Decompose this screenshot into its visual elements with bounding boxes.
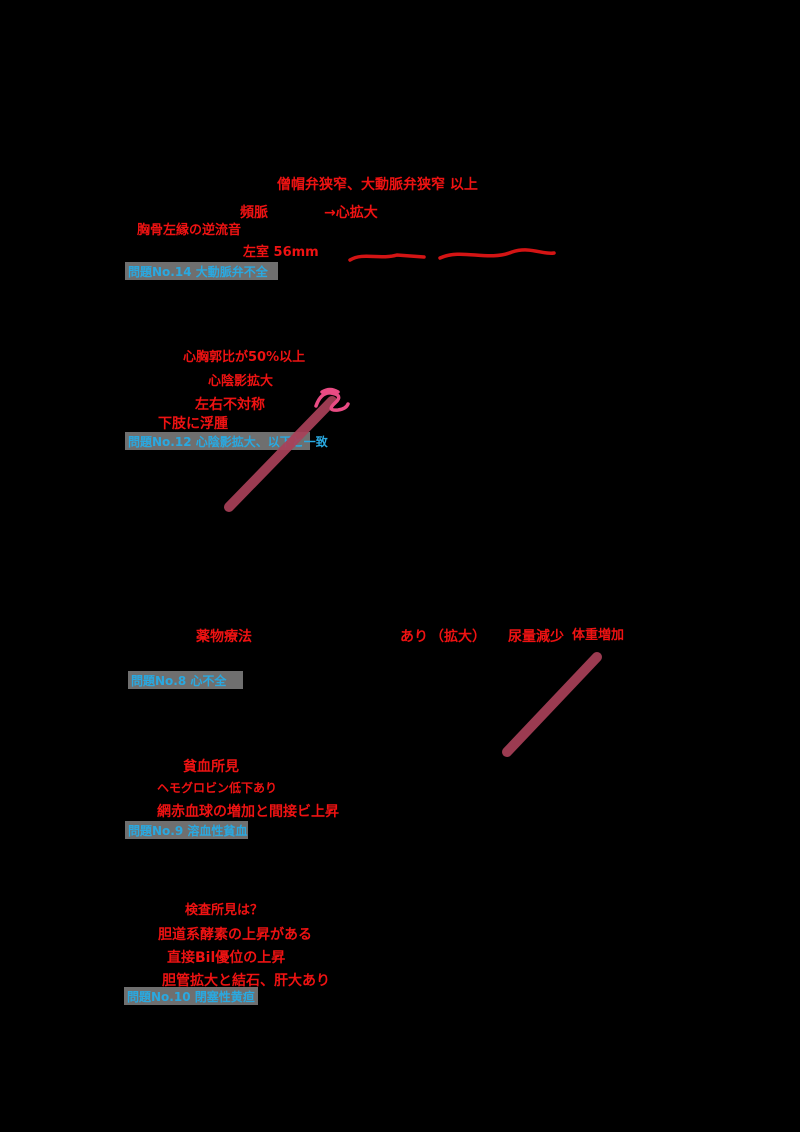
pen-stroke-1 bbox=[224, 396, 337, 512]
answer-highlight-s1: 問題No.14 大動脈弁不全 bbox=[125, 262, 278, 280]
clue-line-s3-r2: （拡大） bbox=[430, 629, 486, 645]
answer-highlight-s3: 問題No.8 心不全 bbox=[128, 671, 243, 689]
clue-line-s5-3: 直接Bil優位の上昇 bbox=[167, 950, 286, 966]
clue-line-s4-1: 貧血所見 bbox=[183, 759, 239, 775]
clue-line-s4-3: 網赤血球の増加と間接ビ上昇 bbox=[157, 804, 339, 820]
clue-line-s2-1: 心胸郭比が50%以上 bbox=[183, 350, 306, 365]
clue-line-s5-4: 胆管拡大と結石、肝大あり bbox=[162, 973, 330, 989]
clue-line-s5-2: 胆道系酵素の上昇がある bbox=[158, 927, 312, 943]
clue-line-s1-1: 僧帽弁狭窄、大動脈弁狭窄 以上 bbox=[277, 177, 478, 193]
answer-line-s2: 問題No.12 心陰影拡大、以下と一致 bbox=[128, 434, 328, 449]
clue-line-s2-2: 心陰影拡大 bbox=[208, 374, 274, 389]
answer-line-s4: 問題No.9 溶血性貧血 bbox=[128, 823, 248, 838]
clue-line-s3-r1: あり bbox=[400, 629, 428, 645]
pen-stroke-2 bbox=[502, 652, 602, 757]
clue-line-s2-3: 左右不対称 bbox=[195, 397, 265, 413]
clue-line-s3-r3: 尿量減少 bbox=[508, 629, 564, 645]
clue-line-s5-1: 検査所見は？ bbox=[185, 903, 264, 918]
red-squiggle-mark-1 bbox=[348, 253, 426, 262]
pen-scribble bbox=[314, 387, 350, 412]
answer-line-s1: 問題No.14 大動脈弁不全 bbox=[128, 264, 268, 279]
clue-line-s1-2b: →心拡大 bbox=[324, 205, 378, 221]
clue-line-s1-2a: 頻脈 bbox=[240, 205, 268, 221]
answer-highlight-s2: 問題No.12 心陰影拡大、以下と一致 bbox=[125, 432, 328, 450]
answer-highlight-s4: 問題No.9 溶血性貧血 bbox=[125, 821, 248, 839]
answer-highlight-s5: 問題No.10 閉塞性黄疸 bbox=[124, 987, 258, 1005]
clue-line-s1-3: 胸骨左縁の逆流音 bbox=[137, 223, 242, 238]
red-squiggle-mark-2 bbox=[438, 248, 556, 260]
clue-line-s3-1: 薬物療法 bbox=[196, 629, 252, 645]
clue-line-s3-r4: 体重増加 bbox=[572, 628, 625, 643]
answer-line-s5: 問題No.10 閉塞性黄疸 bbox=[127, 989, 255, 1004]
clue-line-s1-4: 左室 56mm bbox=[243, 245, 319, 260]
answer-line-s3: 問題No.8 心不全 bbox=[131, 673, 227, 688]
clue-line-s2-4: 下肢に浮腫 bbox=[158, 416, 228, 432]
clue-line-s4-2: ヘモグロビン低下あり bbox=[157, 781, 278, 795]
